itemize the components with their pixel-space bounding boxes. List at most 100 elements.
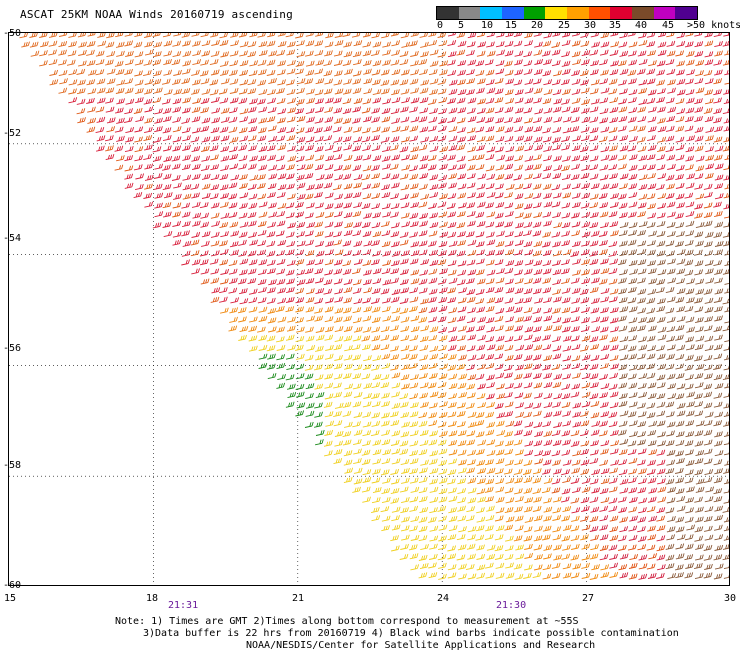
wind-barb (315, 202, 324, 209)
wind-barb (495, 164, 505, 171)
wind-barb (714, 268, 723, 275)
wind-barb (447, 297, 457, 304)
wind-barb (523, 135, 533, 142)
wind-barb (514, 59, 523, 66)
wind-barb (466, 364, 476, 371)
wind-barb (686, 401, 695, 408)
wind-barb (400, 125, 409, 132)
wind-barb (363, 279, 372, 286)
wind-barb (523, 526, 533, 533)
wind-barb (418, 554, 428, 561)
wind-barb (505, 155, 514, 162)
wind-barb (238, 239, 247, 246)
wind-barb (504, 116, 513, 124)
wind-barb (211, 250, 220, 257)
wind-barb (418, 487, 428, 494)
wind-barb (637, 136, 646, 143)
wind-barb (162, 107, 172, 114)
wind-barb (267, 33, 276, 38)
wind-barb (638, 478, 647, 485)
wind-barb (410, 564, 420, 571)
wind-barb (619, 33, 628, 39)
wind-barb (390, 173, 400, 180)
wind-barb (628, 562, 638, 569)
wind-barb (580, 448, 589, 456)
wind-barb (448, 335, 458, 342)
wind-barb (363, 240, 373, 247)
wind-barb (201, 192, 211, 199)
wind-barb (342, 107, 352, 115)
wind-barb (172, 78, 181, 85)
wind-barb (229, 78, 239, 85)
wind-barb (409, 165, 418, 172)
wind-barb (695, 420, 705, 427)
wind-barb (163, 50, 173, 57)
wind-barb (562, 33, 571, 38)
wind-barb (342, 136, 352, 143)
wind-barb (266, 250, 276, 257)
wind-barb (352, 287, 362, 294)
wind-barb (418, 525, 428, 532)
wind-map-plot[interactable] (8, 32, 730, 586)
wind-barb (287, 344, 296, 351)
wind-barb (105, 135, 114, 142)
wind-barb (438, 448, 448, 455)
wind-barb (609, 296, 618, 303)
wind-barb (467, 487, 477, 494)
wind-barb (334, 33, 344, 38)
lon-label: 30 (724, 593, 737, 604)
wind-barb (342, 307, 352, 314)
wind-barb (353, 438, 362, 446)
wind-barb (638, 382, 647, 390)
wind-barb (627, 448, 637, 456)
wind-barb (410, 241, 420, 248)
legend-swatch (610, 7, 633, 19)
wind-barb (703, 402, 713, 409)
wind-barb (618, 98, 627, 105)
wind-barb-field (9, 33, 729, 585)
wind-barb (361, 136, 371, 143)
wind-barb (570, 440, 580, 447)
wind-barb (352, 117, 361, 124)
wind-barb (684, 125, 694, 132)
wind-barb (494, 259, 504, 266)
wind-barb (553, 164, 563, 171)
wind-barb (87, 33, 96, 37)
wind-barb (105, 59, 114, 66)
wind-barb (172, 145, 182, 152)
wind-barb (494, 107, 504, 114)
wind-barb (258, 201, 268, 208)
wind-barb (504, 69, 514, 76)
wind-barb (239, 288, 248, 295)
wind-barb (523, 51, 533, 58)
wind-barb (514, 107, 524, 114)
wind-barb (380, 69, 390, 76)
wind-barb (315, 326, 325, 333)
wind-barb (475, 126, 485, 133)
wind-barb (495, 372, 505, 379)
wind-barb (599, 117, 609, 124)
wind-barb (656, 535, 666, 542)
wind-barb (191, 201, 201, 208)
wind-barb (714, 288, 724, 295)
wind-barb (724, 50, 729, 56)
lon-label: 18 (146, 593, 159, 604)
wind-barb (561, 51, 570, 58)
wind-barb (589, 135, 599, 142)
wind-barb (684, 364, 694, 371)
wind-barb (609, 173, 618, 180)
wind-barb (353, 478, 363, 485)
wind-barb (713, 89, 722, 96)
wind-barb (382, 477, 391, 484)
wind-barb (561, 165, 570, 172)
wind-barb (599, 430, 608, 437)
wind-barb (561, 240, 571, 247)
wind-barb (401, 477, 410, 484)
wind-barb (258, 362, 268, 369)
wind-barb (191, 155, 201, 162)
wind-barb (182, 220, 191, 228)
wind-barb (533, 515, 543, 522)
wind-barb (382, 259, 392, 266)
wind-barb (249, 345, 258, 352)
wind-barb (581, 554, 591, 561)
